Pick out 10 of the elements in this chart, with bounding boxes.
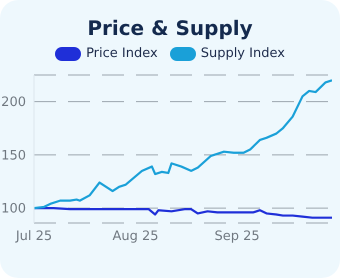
x-tick-label: Jul 25 <box>14 229 52 244</box>
legend-label: Supply Index <box>200 46 285 61</box>
y-tick-label: 200 <box>1 95 26 110</box>
line-series <box>34 79 332 210</box>
legend-label: Price Index <box>85 46 158 61</box>
chart-title: Price & Supply <box>86 16 254 40</box>
y-tick-label: 100 <box>1 202 26 217</box>
x-tick-label: Sep 25 <box>214 229 260 244</box>
y-tick-label: 150 <box>1 148 26 164</box>
x-tick-label: Aug 25 <box>112 229 159 244</box>
